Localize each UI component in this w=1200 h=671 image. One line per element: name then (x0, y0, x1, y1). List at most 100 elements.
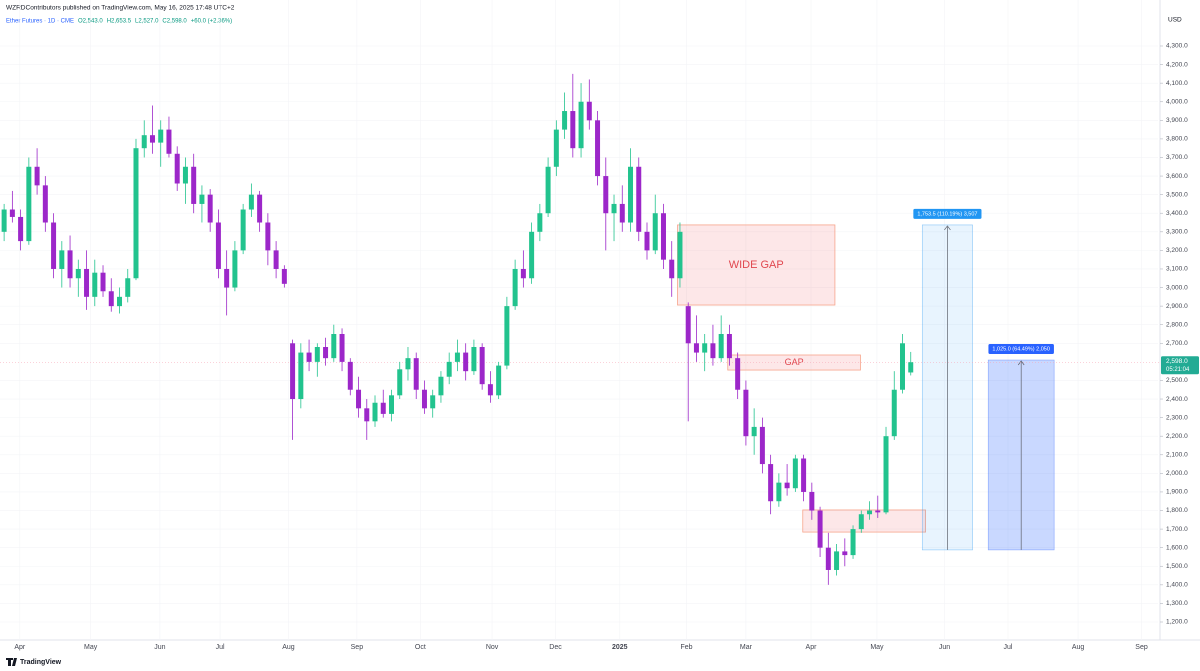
candle-body (644, 231, 650, 251)
candle-body (611, 203, 617, 214)
candle-body (652, 213, 658, 251)
candle-body (735, 358, 741, 390)
currency: USD (1168, 17, 1182, 24)
candle-body (331, 334, 337, 359)
y-tick-label: 3,600.0 (1166, 173, 1188, 180)
candle-body (26, 166, 32, 242)
logo: TradingView (20, 659, 62, 666)
candle-body (191, 166, 197, 204)
candle-body (578, 101, 584, 149)
candle-body (784, 482, 790, 489)
candle-body (867, 510, 873, 515)
candle-body (273, 250, 279, 269)
candle-body (801, 458, 807, 492)
candle-body (108, 291, 114, 307)
x-tick-label: Jun (154, 644, 165, 651)
candle-body (883, 436, 889, 513)
candle-body (520, 268, 526, 279)
candle-body (850, 529, 856, 556)
candle-body (149, 135, 155, 143)
x-tick-label: Sep (1135, 644, 1148, 651)
countdown: 05:21:04 (1166, 367, 1190, 373)
y-tick-label: 4,300.0 (1166, 43, 1188, 50)
candle-body (248, 194, 254, 210)
y-tick-label: 1,600.0 (1166, 544, 1188, 551)
x-tick-label: 2025 (612, 644, 628, 651)
y-tick-label: 1,800.0 (1166, 507, 1188, 514)
candle-body (899, 343, 905, 390)
candle-body (471, 347, 477, 372)
gap-zone (727, 354, 861, 371)
candle-body (207, 194, 213, 223)
candle-body (306, 352, 312, 362)
candle-body (628, 166, 634, 223)
y-tick-label: 3,000.0 (1166, 284, 1188, 291)
candle-body (809, 491, 815, 511)
y-tick-label: 3,200.0 (1166, 247, 1188, 254)
candle-body (817, 510, 823, 548)
measure-arrowhead (944, 225, 951, 231)
candle-body (504, 306, 510, 366)
y-tick-label: 2,100.0 (1166, 451, 1188, 458)
candle-body (281, 268, 287, 284)
measure-label: 1,025.0 (64.49%) 2,050 (992, 346, 1050, 352)
y-tick-label: 3,400.0 (1166, 210, 1188, 217)
candle-body (529, 231, 535, 279)
candle-body (9, 209, 15, 217)
candle-body (825, 547, 831, 570)
candle-body (174, 153, 180, 184)
measure-label-bg (913, 208, 982, 219)
measure-arrowhead (1017, 360, 1025, 366)
candle-body (265, 222, 271, 251)
x-tick-label: May (870, 644, 884, 651)
candle-body (537, 213, 543, 232)
candle-body (67, 250, 73, 279)
y-tick-label: 1,200.0 (1166, 619, 1188, 626)
candle-body (512, 268, 518, 307)
last-price-tag (1161, 356, 1199, 375)
candle-body (702, 343, 708, 353)
candle-body (421, 389, 427, 409)
candle-body (891, 389, 897, 437)
candle-body (430, 395, 436, 409)
candle-body (718, 334, 724, 359)
y-tick-label: 2,300.0 (1166, 414, 1188, 421)
candle-body (372, 402, 378, 422)
y-tick-label: 2,200.0 (1166, 433, 1188, 440)
logo-icon (6, 658, 17, 666)
candle-body (397, 369, 403, 396)
measure-label-bg (988, 344, 1054, 355)
candle-body (454, 352, 460, 362)
candle-body (636, 166, 642, 232)
candle-body (323, 347, 329, 359)
candle-body (100, 272, 106, 292)
measure-label: 1,753.5 (110.19%) 3,507 (917, 211, 977, 217)
y-tick-label: 2,000.0 (1166, 470, 1188, 477)
candle-body (463, 352, 469, 372)
candle-body (405, 358, 411, 370)
grid (0, 0, 1158, 640)
candle-body (314, 347, 320, 362)
x-tick-label: Jun (939, 644, 950, 651)
candle-body (240, 209, 246, 251)
candle-body (619, 203, 625, 223)
x-tick-label: Aug (1072, 644, 1085, 651)
last-price-label: 2,598.0 (1166, 358, 1188, 365)
x-tick-label: Jul (216, 644, 225, 651)
y-tick-label: 3,300.0 (1166, 229, 1188, 236)
candle-body (875, 510, 881, 513)
candle-body (380, 402, 386, 414)
candle-body (232, 250, 238, 288)
candle-body (693, 343, 699, 353)
candle-body (768, 464, 774, 502)
candle-body (479, 347, 485, 385)
candle-body (413, 358, 419, 390)
candle-body (290, 343, 296, 400)
candle-body (570, 111, 576, 149)
candle-body (182, 166, 188, 184)
candle-body (751, 426, 757, 437)
candle-body (908, 362, 914, 373)
candle-body (298, 352, 304, 400)
y-tick-label: 1,900.0 (1166, 489, 1188, 496)
